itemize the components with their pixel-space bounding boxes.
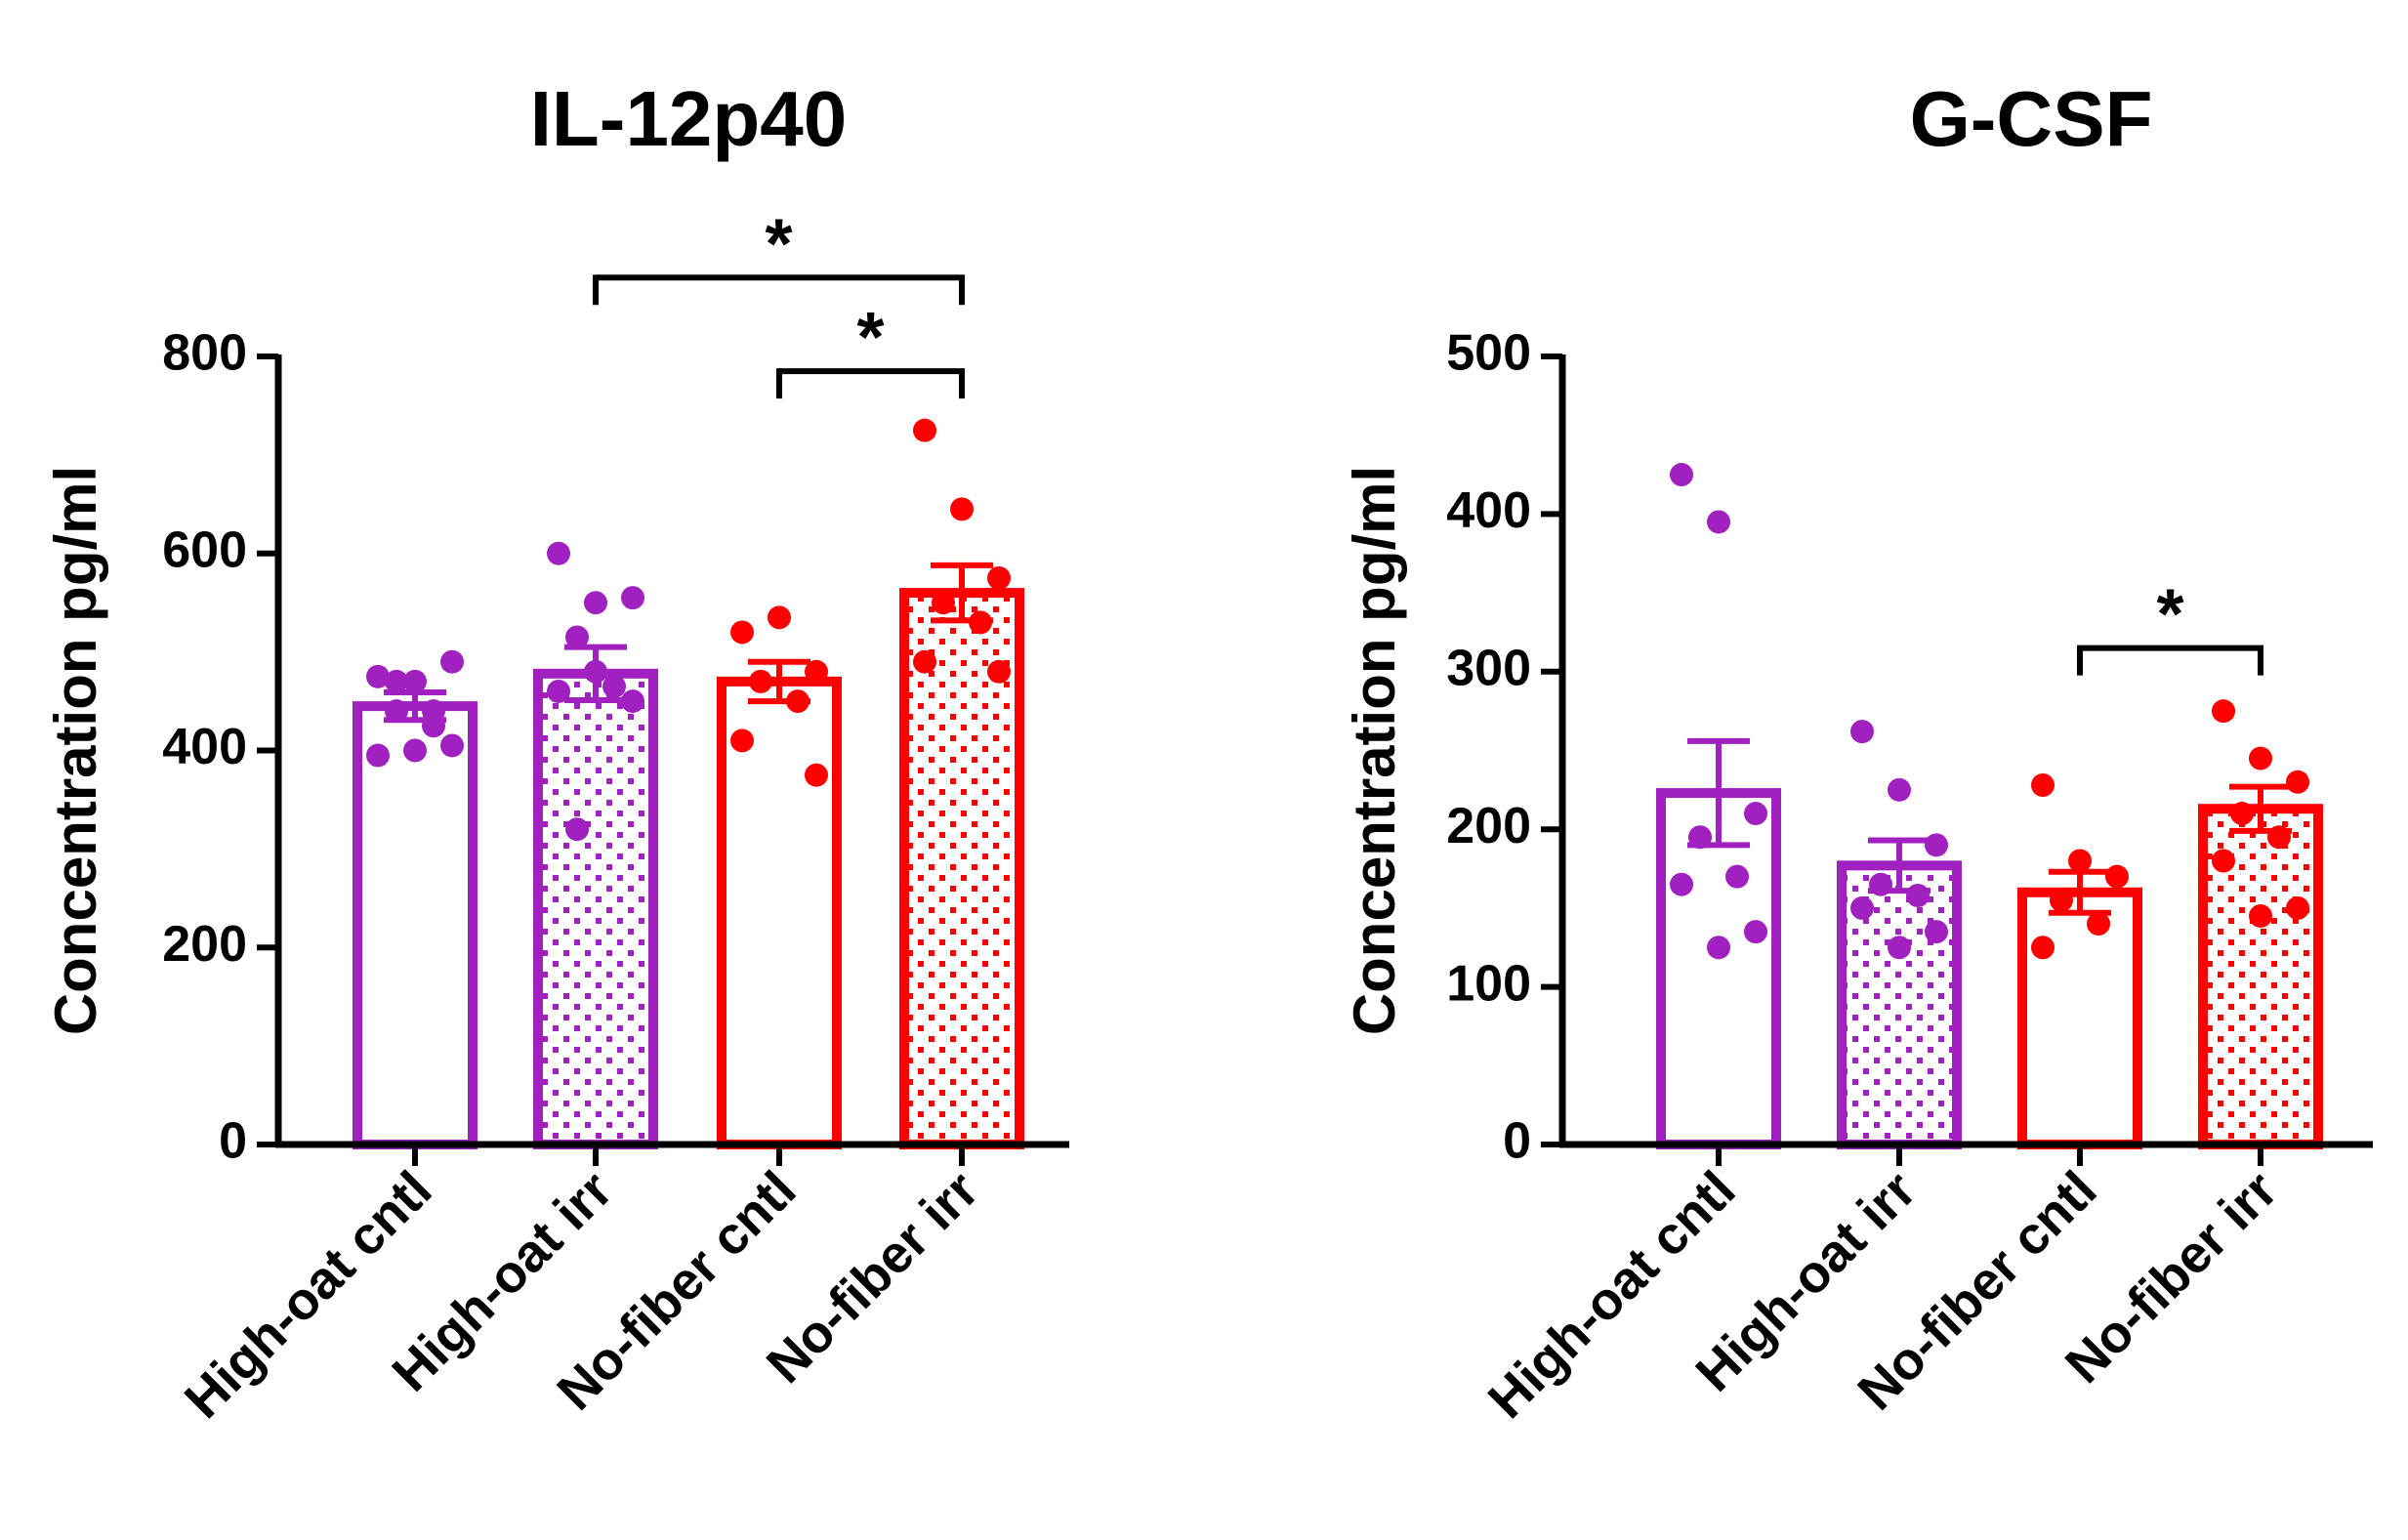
data-point-2-3 (749, 669, 772, 693)
data-point-0-7 (403, 738, 427, 763)
data-point-0-2 (440, 649, 464, 674)
data-point-1-5 (1850, 895, 1874, 920)
data-point-3-0 (2212, 699, 2235, 724)
data-point-1-2 (1925, 833, 1948, 857)
data-point-0-9 (422, 714, 445, 738)
data-point-1-3 (565, 625, 589, 649)
y-axis-label: Concentration pg/ml (1342, 466, 1407, 1035)
category-label-0: High-oat cntl (174, 1160, 443, 1430)
data-point-2-5 (730, 728, 754, 753)
y-tick-label-0: 0 (1503, 1113, 1531, 1170)
data-point-0-5 (1670, 872, 1693, 896)
y-tick-label-0: 0 (219, 1113, 247, 1170)
data-point-0-7 (1707, 936, 1730, 960)
chart-title: G-CSF (1910, 75, 2153, 162)
chart-title: IL-12p40 (530, 75, 848, 162)
data-point-2-1 (768, 605, 791, 630)
data-point-3-4 (2267, 825, 2291, 850)
data-point-2-2 (805, 659, 828, 684)
data-point-1-1 (584, 591, 607, 615)
bar-2 (2017, 887, 2142, 1149)
bar-1 (533, 668, 658, 1149)
data-point-0-3 (1688, 825, 1712, 850)
data-point-2-3 (2050, 888, 2073, 912)
y-tick-label-4: 400 (1446, 482, 1531, 539)
data-point-2-1 (2068, 849, 2092, 873)
data-point-2-4 (2087, 912, 2110, 936)
data-point-3-3 (932, 591, 955, 615)
y-tick-label-2: 400 (162, 719, 247, 775)
data-point-3-1 (950, 497, 974, 521)
data-point-3-5 (2212, 849, 2235, 873)
data-point-2-0 (2031, 773, 2055, 798)
data-point-1-7 (1888, 936, 1911, 960)
data-point-1-7 (584, 659, 607, 684)
data-point-3-0 (913, 418, 936, 442)
significance-bracket-1 (776, 368, 965, 399)
data-point-1-1 (1888, 777, 1911, 802)
y-tick-label-3: 600 (162, 521, 247, 578)
significance-label-0: * (2156, 576, 2183, 654)
data-point-3-4 (969, 610, 992, 635)
y-tick-label-4: 800 (162, 325, 247, 382)
y-tick-label-2: 200 (1446, 798, 1531, 854)
data-point-0-6 (1744, 920, 1767, 944)
data-point-0-0 (366, 664, 390, 688)
y-tick-label-1: 200 (162, 916, 247, 973)
data-point-2-6 (805, 763, 828, 787)
data-point-1-8 (565, 817, 589, 842)
data-point-1-0 (1850, 720, 1874, 744)
data-point-3-6 (987, 659, 1011, 684)
data-point-3-5 (913, 649, 936, 674)
category-label-0: High-oat cntl (1477, 1160, 1747, 1430)
significance-bracket-0 (593, 274, 965, 306)
data-point-0-6 (440, 733, 464, 758)
data-point-1-3 (1869, 872, 1892, 896)
chart-panel-il12p40: IL-12p40 Concentration pg/ml High-oat cntl… (43, 75, 1069, 1430)
data-point-2-4 (786, 689, 810, 714)
data-point-3-7 (2249, 903, 2272, 928)
data-point-0-0 (1670, 463, 1693, 487)
data-point-0-1 (403, 669, 427, 693)
y-axis-label: Concentration pg/ml (43, 466, 108, 1035)
data-point-1-2 (621, 586, 644, 610)
data-point-2-2 (2105, 864, 2129, 889)
data-point-0-5 (366, 743, 390, 768)
data-point-2-0 (730, 620, 754, 645)
data-point-1-0 (547, 541, 570, 565)
data-point-3-6 (2286, 895, 2309, 920)
y-tick-label-1: 100 (1446, 955, 1531, 1012)
y-tick-label-5: 500 (1446, 325, 1531, 382)
data-point-0-1 (1707, 510, 1730, 534)
data-point-1-6 (1925, 920, 1948, 944)
data-point-1-4 (602, 674, 626, 698)
data-point-0-4 (1725, 864, 1749, 889)
data-point-3-3 (2230, 802, 2254, 826)
data-point-1-6 (621, 689, 644, 714)
data-point-3-1 (2249, 746, 2272, 770)
significance-label-1: * (856, 299, 884, 377)
bar-3 (899, 588, 1024, 1149)
data-point-3-2 (2286, 770, 2309, 794)
significance-bracket-0 (2077, 645, 2263, 676)
data-point-3-2 (987, 565, 1011, 590)
data-point-1-5 (547, 679, 570, 703)
significance-label-0: * (765, 205, 792, 283)
data-point-2-5 (2031, 936, 2055, 960)
data-point-0-2 (1744, 802, 1767, 826)
y-tick-label-3: 300 (1446, 641, 1531, 697)
data-point-0-8 (385, 699, 408, 724)
data-point-0-3 (385, 669, 408, 693)
bar-0 (353, 701, 477, 1149)
data-point-1-4 (1906, 883, 1930, 907)
